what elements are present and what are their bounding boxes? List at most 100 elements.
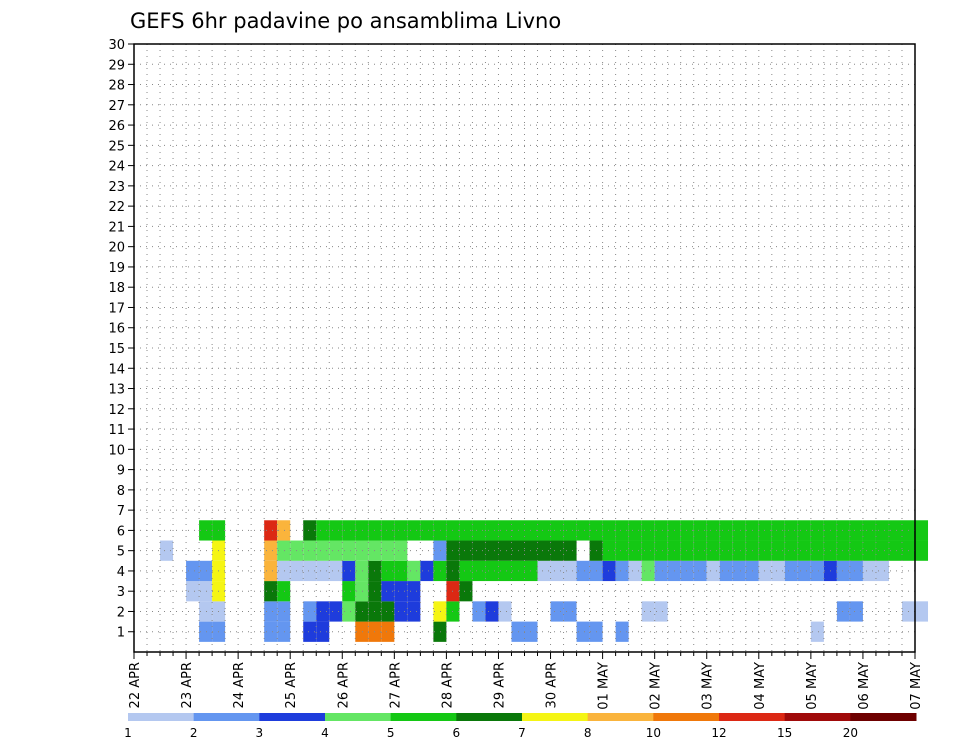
y-tick-label: 23	[108, 180, 125, 195]
y-tick-label: 21	[108, 220, 125, 235]
heatmap-cell	[563, 560, 577, 582]
y-tick-label: 13	[108, 383, 125, 398]
heatmap-cell	[316, 560, 330, 582]
colorbar-swatch	[456, 713, 523, 721]
heatmap-cell	[550, 520, 564, 541]
heatmap-cell	[264, 540, 278, 561]
heatmap-cell	[563, 520, 577, 541]
y-tick-label: 14	[108, 362, 125, 377]
heatmap-cell	[654, 540, 668, 561]
heatmap-cell	[758, 560, 772, 582]
heatmap-cell	[264, 520, 278, 541]
heatmap-cell	[433, 560, 447, 582]
heatmap-cell	[719, 520, 733, 541]
colorbar-label: 5	[387, 726, 395, 740]
heatmap-cell	[810, 621, 824, 642]
heatmap-cell	[381, 560, 395, 582]
heatmap-cell	[329, 560, 343, 582]
heatmap-cell	[524, 560, 538, 582]
x-tick-label: 07 MAY	[909, 662, 924, 710]
heatmap-cell	[485, 601, 499, 622]
heatmap-cell	[888, 520, 902, 541]
heatmap-cell	[511, 560, 525, 582]
y-tick-label: 1	[117, 626, 125, 641]
y-tick-label: 20	[108, 241, 125, 256]
heatmap-cell	[199, 560, 213, 582]
heatmap-cell	[160, 540, 174, 561]
heatmap-cell	[550, 540, 564, 561]
y-tick-label: 11	[108, 423, 125, 438]
heatmap-cell	[355, 581, 369, 602]
heatmap-cell	[277, 621, 291, 642]
x-tick-label: 01 MAY	[597, 662, 612, 710]
x-tick-label: 05 MAY	[805, 662, 820, 710]
heatmap-cell	[199, 581, 213, 602]
heatmap-cell	[771, 560, 785, 582]
y-tick-label: 16	[108, 322, 125, 337]
heatmap-cell	[550, 601, 564, 622]
heatmap-cell	[498, 560, 512, 582]
colorbar-label: 3	[256, 726, 264, 740]
heatmap-cell	[654, 520, 668, 541]
y-tick-label: 10	[108, 443, 125, 458]
heatmap-cell	[420, 560, 434, 582]
heatmap-cell	[433, 520, 447, 541]
heatmap-cell	[316, 621, 330, 642]
heatmap-cell	[381, 540, 395, 561]
heatmap-cell	[186, 560, 200, 582]
heatmap-cell	[706, 560, 720, 582]
colorbar-label: 10	[646, 726, 661, 740]
heatmap-cell	[576, 520, 590, 541]
heatmap-cell	[537, 560, 551, 582]
heatmap-cell	[615, 520, 629, 541]
heatmap-cell	[849, 520, 863, 541]
heatmap-cell	[784, 560, 798, 582]
x-tick-label: 03 MAY	[701, 662, 716, 710]
heatmap-cell	[459, 560, 473, 582]
heatmap-cell	[563, 601, 577, 622]
x-tick-label: 30 APR	[545, 662, 560, 708]
heatmap-cell	[264, 601, 278, 622]
heatmap-cell	[719, 560, 733, 582]
heatmap-cell	[680, 540, 694, 561]
y-tick-label: 15	[108, 342, 125, 357]
heatmap-cell	[381, 581, 395, 602]
heatmap-cell	[524, 540, 538, 561]
heatmap-cell	[836, 601, 850, 622]
y-tick-label: 18	[108, 281, 125, 296]
y-tick-label: 24	[108, 160, 125, 175]
colorbar-swatch	[390, 713, 457, 721]
heatmap-cell	[199, 601, 213, 622]
heatmap-cell	[394, 540, 408, 561]
heatmap-cell	[706, 520, 720, 541]
heatmap-cell	[615, 621, 629, 642]
heatmap-cell	[303, 540, 317, 561]
colorbar-label: 4	[321, 726, 329, 740]
heatmap-cell	[199, 520, 213, 541]
heatmap-cell	[550, 560, 564, 582]
heatmap-cell	[693, 560, 707, 582]
heatmap-cell	[303, 520, 317, 541]
heatmap-cell	[862, 540, 876, 561]
heatmap-cell	[472, 601, 486, 622]
heatmap-cell	[628, 540, 642, 561]
heatmap-cell	[693, 540, 707, 561]
heatmap-cell	[472, 540, 486, 561]
heatmap-cell	[303, 601, 317, 622]
heatmap-cell	[498, 540, 512, 561]
heatmap-cell	[641, 520, 655, 541]
heatmap-cell	[342, 560, 356, 582]
heatmap-cell	[407, 581, 421, 602]
heatmap-cell	[459, 520, 473, 541]
heatmap-cell	[459, 540, 473, 561]
heatmap-cell	[407, 601, 421, 622]
x-tick-label: 28 APR	[440, 662, 455, 708]
heatmap-cell	[199, 621, 213, 642]
x-tick-label: 27 APR	[388, 662, 403, 708]
colorbar-swatch	[850, 713, 917, 721]
heatmap-cell	[394, 581, 408, 602]
y-tick-label: 9	[117, 464, 125, 479]
heatmap-cell	[797, 540, 811, 561]
colorbar-label: 1	[124, 726, 132, 740]
